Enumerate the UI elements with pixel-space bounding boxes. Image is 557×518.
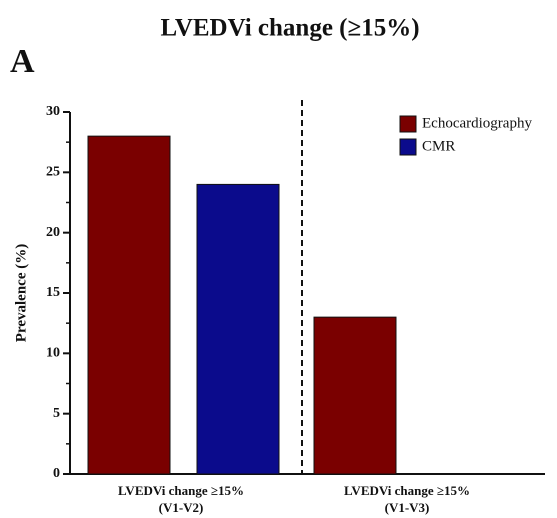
y-tick-label: 25 (46, 165, 60, 180)
bar (313, 316, 397, 475)
x-tick-label: LVEDVi change ≥15% (118, 483, 244, 498)
y-tick-label: 10 (46, 346, 60, 361)
legend-swatch (399, 115, 417, 133)
legend-label: Echocardiography (422, 115, 532, 131)
x-tick-label: (V1-V2) (159, 500, 204, 515)
y-tick-label: 20 (46, 225, 60, 240)
y-tick-label: 0 (53, 466, 60, 481)
legend-swatch (399, 138, 417, 156)
x-tick-label: LVEDVi change ≥15% (344, 483, 470, 498)
bar (196, 183, 280, 475)
y-tick-label: 30 (46, 104, 60, 119)
bar (87, 135, 171, 475)
y-tick-label: 5 (53, 406, 60, 421)
x-tick-label: (V1-V3) (385, 500, 430, 515)
chart-title: LVEDVi change (≥15%) (160, 15, 419, 42)
legend-label: CMR (422, 138, 455, 154)
panel-label: A (10, 43, 35, 80)
y-tick-label: 15 (46, 285, 60, 300)
y-axis-label: Prevalence (%) (13, 244, 29, 342)
